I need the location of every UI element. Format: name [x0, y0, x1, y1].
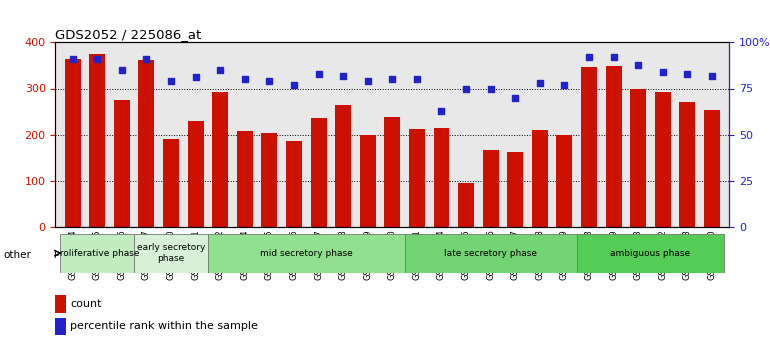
Bar [310, 118, 326, 227]
Bar [208, 234, 404, 273]
Bar [89, 54, 105, 227]
Bar [65, 58, 81, 227]
Bar [286, 141, 302, 227]
Point [66, 56, 79, 62]
Text: other: other [3, 250, 31, 260]
Bar [261, 133, 277, 227]
Point [91, 56, 103, 62]
Bar [557, 135, 572, 227]
Point [263, 78, 276, 84]
Bar [458, 183, 474, 227]
Bar [55, 295, 65, 313]
Point [534, 80, 546, 86]
Bar [237, 131, 253, 227]
Point [386, 76, 399, 82]
Bar [335, 105, 351, 227]
Bar [404, 234, 577, 273]
Text: count: count [70, 299, 102, 309]
Point [706, 73, 718, 79]
Point [583, 55, 595, 60]
Bar [704, 110, 720, 227]
Bar [384, 117, 400, 227]
Bar [360, 136, 376, 227]
Bar [434, 128, 450, 227]
Point [214, 67, 226, 73]
Text: late secretory phase: late secretory phase [444, 249, 537, 258]
Bar [60, 234, 134, 273]
Bar [654, 92, 671, 227]
Point [140, 56, 152, 62]
Text: mid secretory phase: mid secretory phase [260, 249, 353, 258]
Bar [507, 152, 524, 227]
Point [239, 76, 251, 82]
Point [288, 82, 300, 88]
Point [116, 67, 128, 73]
Bar [532, 130, 547, 227]
Text: proliferative phase: proliferative phase [55, 249, 140, 258]
Bar [606, 66, 621, 227]
Point [337, 73, 350, 79]
Point [410, 76, 423, 82]
Point [189, 75, 202, 80]
Point [435, 108, 447, 113]
Point [681, 71, 694, 76]
Bar [483, 150, 499, 227]
Bar [213, 92, 228, 227]
Text: GDS2052 / 225086_at: GDS2052 / 225086_at [55, 28, 202, 41]
Text: ambiguous phase: ambiguous phase [611, 249, 691, 258]
Text: early secretory
phase: early secretory phase [137, 244, 205, 263]
Point [484, 86, 497, 91]
Bar [139, 60, 155, 227]
Text: percentile rank within the sample: percentile rank within the sample [70, 321, 258, 331]
Bar [581, 67, 597, 227]
Bar [134, 234, 208, 273]
Point [509, 95, 521, 101]
Point [165, 78, 177, 84]
Point [313, 71, 325, 76]
Bar [163, 139, 179, 227]
Bar [679, 102, 695, 227]
Point [657, 69, 669, 75]
Bar [630, 88, 646, 227]
Bar [114, 100, 130, 227]
Point [362, 78, 374, 84]
Point [632, 62, 644, 67]
Bar [188, 121, 203, 227]
Point [608, 55, 620, 60]
Point [460, 86, 472, 91]
Bar [55, 318, 65, 335]
Point [558, 82, 571, 88]
Bar [577, 234, 725, 273]
Bar [409, 129, 425, 227]
